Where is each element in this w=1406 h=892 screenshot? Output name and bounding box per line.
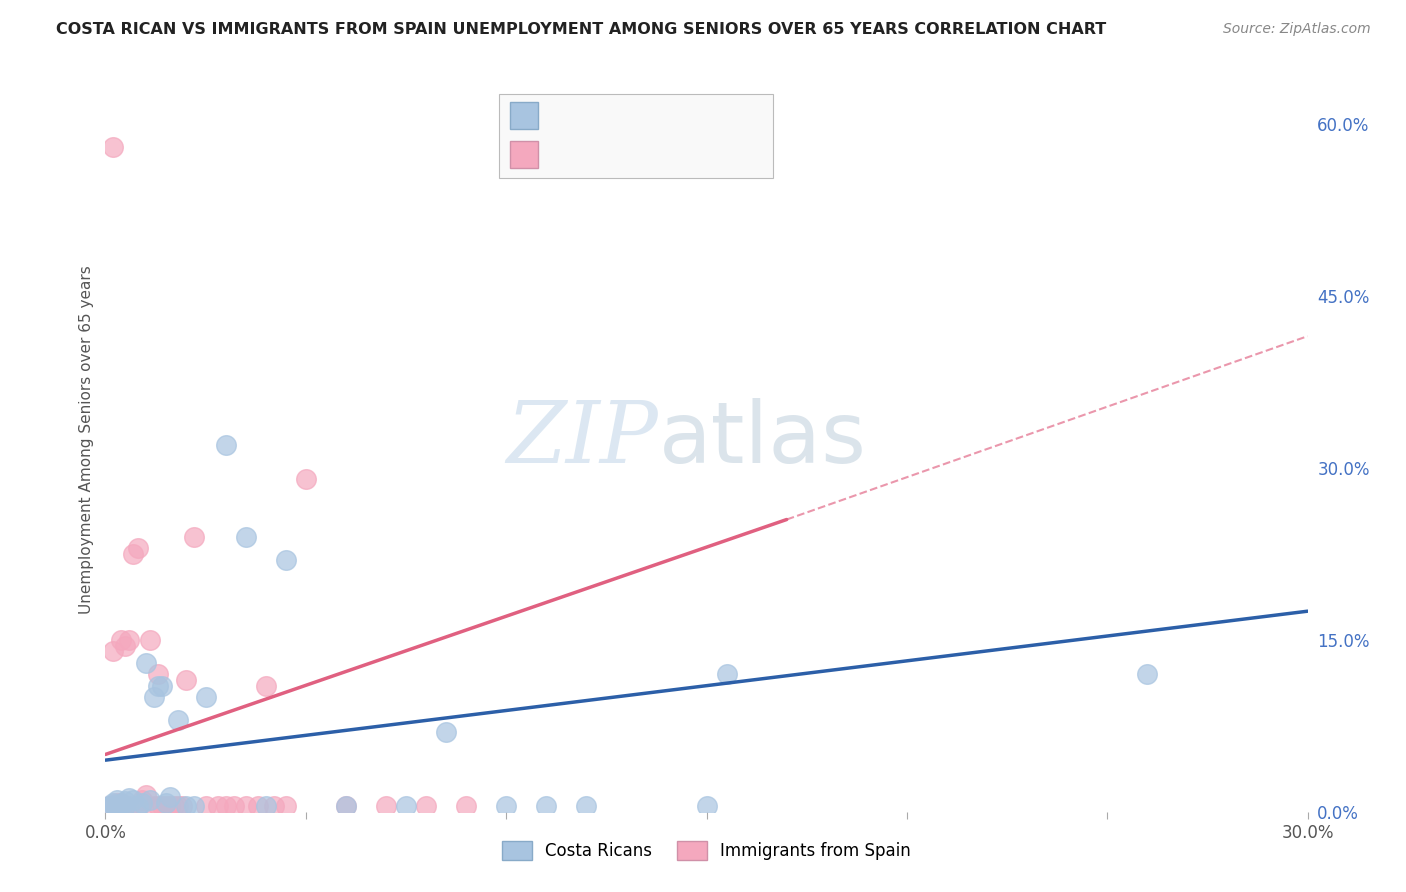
Point bbox=[114, 799, 136, 814]
Point bbox=[174, 799, 197, 814]
Text: ZIP: ZIP bbox=[506, 398, 658, 481]
Point bbox=[142, 690, 165, 705]
Point bbox=[107, 799, 129, 814]
Point bbox=[110, 797, 132, 811]
Point bbox=[696, 799, 718, 814]
Point bbox=[127, 799, 149, 814]
Point bbox=[110, 796, 132, 810]
Point bbox=[114, 639, 136, 653]
Point bbox=[103, 644, 125, 658]
Point bbox=[395, 799, 418, 814]
Text: 0.203: 0.203 bbox=[586, 145, 640, 163]
Point bbox=[146, 799, 169, 814]
Point bbox=[107, 793, 129, 807]
Point bbox=[114, 794, 136, 808]
Point bbox=[118, 632, 141, 647]
Point bbox=[254, 679, 277, 693]
Point bbox=[98, 799, 121, 814]
Text: R =: R = bbox=[546, 107, 582, 125]
Point bbox=[495, 799, 517, 814]
Point bbox=[454, 799, 477, 814]
Point bbox=[214, 799, 236, 814]
Text: N =: N = bbox=[658, 145, 695, 163]
Point bbox=[146, 679, 169, 693]
Point bbox=[174, 673, 197, 687]
Point bbox=[142, 799, 165, 814]
Point bbox=[107, 799, 129, 814]
Point bbox=[127, 541, 149, 556]
Point bbox=[222, 799, 245, 814]
Text: 42: 42 bbox=[702, 145, 725, 163]
Point bbox=[235, 530, 257, 544]
Point bbox=[127, 799, 149, 814]
Point bbox=[135, 788, 157, 802]
Point bbox=[534, 799, 557, 814]
Point bbox=[214, 438, 236, 452]
Point bbox=[107, 796, 129, 810]
Point bbox=[135, 656, 157, 670]
Y-axis label: Unemployment Among Seniors over 65 years: Unemployment Among Seniors over 65 years bbox=[79, 265, 94, 614]
Point bbox=[183, 530, 205, 544]
Point bbox=[415, 799, 437, 814]
Point bbox=[122, 793, 145, 807]
Point bbox=[263, 799, 285, 814]
Point bbox=[166, 713, 188, 727]
Text: 0.221: 0.221 bbox=[586, 107, 640, 125]
Point bbox=[110, 632, 132, 647]
Point bbox=[138, 793, 160, 807]
Point bbox=[207, 799, 229, 814]
Point bbox=[138, 632, 160, 647]
Point bbox=[575, 799, 598, 814]
Text: N =: N = bbox=[658, 107, 695, 125]
Point bbox=[194, 799, 217, 814]
Point bbox=[103, 796, 125, 810]
Point bbox=[434, 724, 457, 739]
FancyBboxPatch shape bbox=[510, 141, 537, 169]
Legend: Costa Ricans, Immigrants from Spain: Costa Ricans, Immigrants from Spain bbox=[495, 834, 918, 867]
Point bbox=[335, 799, 357, 814]
Point bbox=[103, 140, 125, 154]
Point bbox=[103, 797, 125, 812]
Point bbox=[716, 667, 738, 681]
Point bbox=[246, 799, 269, 814]
Point bbox=[110, 799, 132, 814]
Point bbox=[118, 791, 141, 805]
Point bbox=[295, 472, 318, 486]
Point bbox=[146, 667, 169, 681]
Point bbox=[374, 799, 398, 814]
Point bbox=[131, 796, 153, 810]
Point bbox=[183, 799, 205, 814]
Text: Source: ZipAtlas.com: Source: ZipAtlas.com bbox=[1223, 22, 1371, 37]
Point bbox=[162, 799, 184, 814]
Point bbox=[274, 799, 297, 814]
Point bbox=[155, 799, 177, 814]
Point bbox=[166, 799, 188, 814]
Point bbox=[114, 799, 136, 814]
Point bbox=[131, 793, 153, 807]
FancyBboxPatch shape bbox=[499, 94, 773, 178]
Point bbox=[150, 799, 173, 814]
Point bbox=[1136, 667, 1159, 681]
Point bbox=[118, 799, 141, 814]
Point bbox=[254, 799, 277, 814]
Point bbox=[235, 799, 257, 814]
Point bbox=[159, 789, 181, 804]
Text: 37: 37 bbox=[702, 107, 725, 125]
Text: atlas: atlas bbox=[658, 398, 866, 481]
Point bbox=[98, 799, 121, 814]
Point bbox=[335, 799, 357, 814]
Text: COSTA RICAN VS IMMIGRANTS FROM SPAIN UNEMPLOYMENT AMONG SENIORS OVER 65 YEARS CO: COSTA RICAN VS IMMIGRANTS FROM SPAIN UNE… bbox=[56, 22, 1107, 37]
Point bbox=[159, 799, 181, 814]
Point bbox=[170, 799, 193, 814]
Text: R =: R = bbox=[546, 145, 582, 163]
Point bbox=[274, 552, 297, 566]
Point bbox=[122, 547, 145, 561]
Point bbox=[194, 690, 217, 705]
Point bbox=[150, 679, 173, 693]
FancyBboxPatch shape bbox=[510, 103, 537, 129]
Point bbox=[155, 796, 177, 810]
